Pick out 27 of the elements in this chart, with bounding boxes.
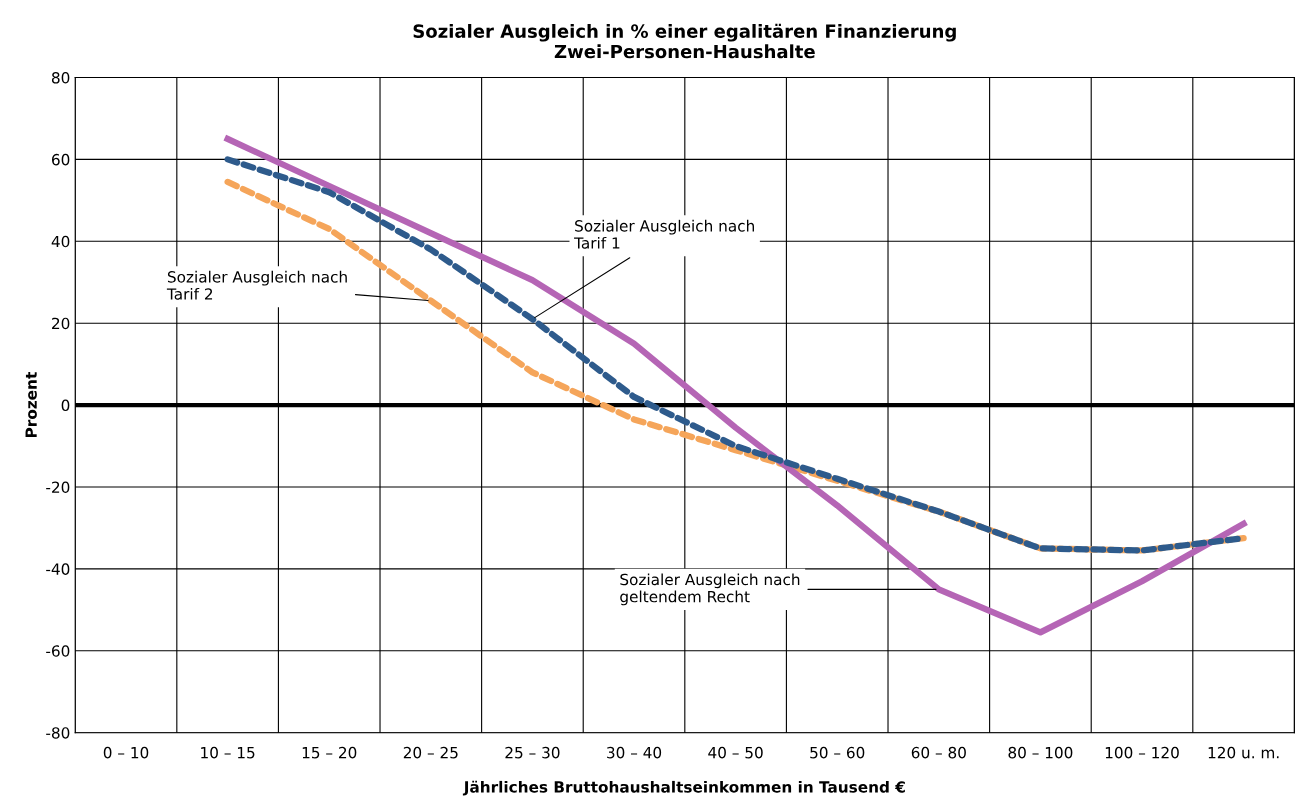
x-tick-label: 120 u. m. [1208, 746, 1279, 759]
y-tick-label: 80 [51, 71, 70, 84]
y-tick-label: 40 [51, 235, 70, 248]
y-tick-label: -80 [46, 727, 70, 739]
x-tick-label: 80 – 100 [1008, 746, 1073, 759]
x-axis-title: Jährliches Bruttohaushaltseinkommen in Tausend € [462, 780, 905, 796]
x-tick-label: 15 – 20 [302, 746, 357, 759]
x-tick-label: 40 – 50 [708, 746, 763, 759]
x-tick-label: 25 – 30 [505, 746, 560, 759]
x-tick-label: 50 – 60 [810, 746, 865, 759]
y-tick-label: 60 [51, 153, 70, 166]
y-tick-label: 20 [52, 317, 70, 330]
annotation: Sozialer Ausgleich nach geltendem Recht [620, 573, 800, 606]
y-tick-label: -20 [46, 481, 70, 494]
x-tick-label: 20 – 25 [403, 746, 458, 759]
y-axis-title: Prozent [25, 372, 37, 438]
annotation: Sozialer Ausgleich nach Tarif 2 [166, 270, 347, 300]
x-tick-label: 10 – 15 [201, 746, 255, 759]
annotation: Sozialer Ausgleich nach Tarif 1 [574, 219, 754, 249]
y-tick-label: -60 [46, 645, 70, 657]
y-tick-label: -40 [46, 563, 70, 575]
y-tick-label: 0 [61, 399, 70, 412]
x-tick-label: 60 – 80 [911, 746, 966, 759]
x-tick-label: 0 – 10 [103, 746, 149, 759]
x-tick-label: 30 – 40 [607, 746, 662, 759]
chart-title: Sozialer Ausgleich in % einer egalitären Finanzierung Zwei-Personen-Haushalte [413, 23, 956, 59]
x-tick-label: 100 – 120 [1105, 746, 1179, 759]
